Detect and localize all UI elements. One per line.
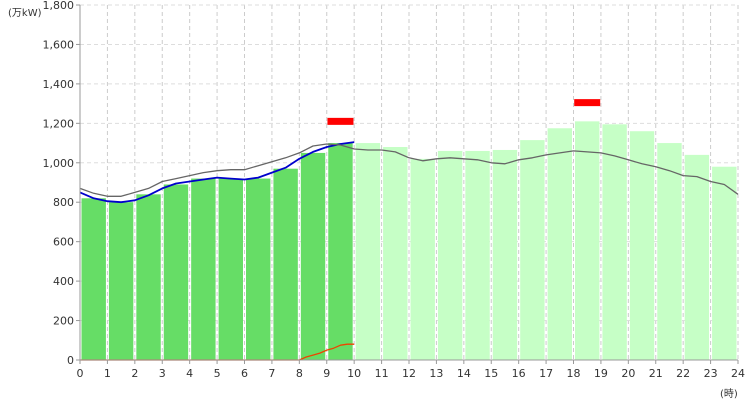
tick-labels: 0 1 2 3 4 5 6 7 8 9 10 11 12 13 14 15 16 17 18 19 20 21 22 23 24…: [43, 0, 746, 380]
bar-forecast: [657, 143, 682, 360]
x-tick-label: 14: [457, 367, 471, 380]
x-tick-label: 7: [268, 367, 275, 380]
x-tick-label: 4: [186, 367, 193, 380]
bars-layer: [81, 121, 737, 360]
x-tick-label: 22: [676, 367, 690, 380]
bar-forecast: [520, 140, 545, 360]
axes: [76, 4, 739, 364]
bar-forecast: [629, 131, 655, 360]
bar-forecast: [383, 147, 408, 360]
bar-actual: [273, 168, 298, 360]
bar-forecast: [355, 143, 381, 360]
x-tick-label: 2: [131, 367, 138, 380]
line-series-blue: [79, 141, 355, 204]
x-tick-label: 6: [241, 367, 248, 380]
bar-actual: [218, 178, 243, 360]
y-tick-label: 1,600: [43, 38, 75, 51]
bar-actual: [136, 194, 161, 360]
bar-actual: [191, 178, 216, 360]
bar-actual: [81, 198, 106, 360]
bar-actual: [163, 184, 189, 360]
bar-actual: [108, 202, 134, 360]
x-tick-label: 11: [375, 367, 389, 380]
peak-marker: [327, 117, 354, 125]
bar-forecast: [437, 150, 463, 360]
y-tick-label: 0: [67, 354, 74, 367]
x-tick-label: 12: [402, 367, 416, 380]
bar-actual: [300, 152, 326, 360]
bar-forecast: [684, 154, 710, 360]
y-tick-label: 800: [53, 196, 74, 209]
bar-actual: [328, 143, 353, 360]
bar-forecast: [465, 150, 490, 360]
y-tick-label: 400: [53, 275, 74, 288]
x-tick-label: 13: [429, 367, 443, 380]
x-tick-label: 5: [214, 367, 221, 380]
x-tick-label: 19: [594, 367, 608, 380]
y-tick-label: 1,000: [43, 157, 75, 170]
x-tick-label: 17: [539, 367, 553, 380]
bar-forecast: [492, 149, 518, 360]
x-tick-label: 21: [649, 367, 663, 380]
bar-forecast: [575, 121, 600, 360]
bar-actual: [246, 178, 271, 360]
x-tick-label: 20: [621, 367, 635, 380]
y-axis-unit: (万kW): [8, 8, 42, 19]
y-tick-label: 600: [53, 236, 74, 249]
x-tick-label: 3: [159, 367, 166, 380]
y-tick-label: 200: [53, 315, 74, 328]
bar-forecast: [410, 158, 435, 360]
bar-forecast: [712, 166, 737, 360]
x-tick-label: 10: [347, 367, 361, 380]
bar-forecast: [547, 128, 572, 360]
x-tick-label: 0: [77, 367, 84, 380]
x-tick-label: 1: [104, 367, 111, 380]
y-tick-label: 1,400: [43, 78, 75, 91]
x-tick-label: 18: [567, 367, 581, 380]
x-tick-label: 9: [323, 367, 330, 380]
grid-lines: [79, 4, 739, 361]
x-tick-label: 8: [296, 367, 303, 380]
line-series-gray: [79, 143, 739, 197]
x-tick-label: 15: [484, 367, 498, 380]
x-tick-label: 16: [512, 367, 526, 380]
y-tick-label: 1,800: [43, 0, 75, 12]
bar-forecast: [602, 124, 627, 360]
peak-markers-layer: [327, 99, 601, 125]
x-axis-unit: (時): [720, 388, 738, 400]
x-tick-label: 23: [704, 367, 718, 380]
x-tick-label: 24: [731, 367, 745, 380]
peak-marker: [574, 99, 601, 107]
y-tick-label: 1,200: [43, 117, 75, 130]
